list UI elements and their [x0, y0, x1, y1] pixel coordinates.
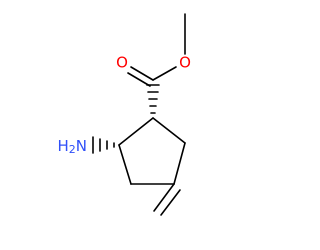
bond	[173, 142, 186, 185]
double-bond	[160, 189, 181, 216]
bond	[118, 144, 132, 185]
molecule-diagram: O O H2N	[57, 13, 191, 216]
atom-label: H2N	[57, 137, 87, 157]
bond	[152, 66, 177, 81]
double-bond	[127, 72, 151, 87]
atom-label: O	[179, 54, 191, 72]
hashed-bond	[92, 136, 115, 154]
bond	[118, 117, 154, 146]
atom-label-part: 2	[69, 143, 76, 156]
bond	[152, 117, 186, 144]
atom-label: O	[116, 54, 128, 72]
double-bond	[153, 183, 175, 212]
atom-label-part: H	[57, 137, 68, 155]
double-bond	[130, 66, 154, 81]
hashed-bond	[146, 84, 160, 114]
atom-label-part: N	[76, 137, 87, 155]
